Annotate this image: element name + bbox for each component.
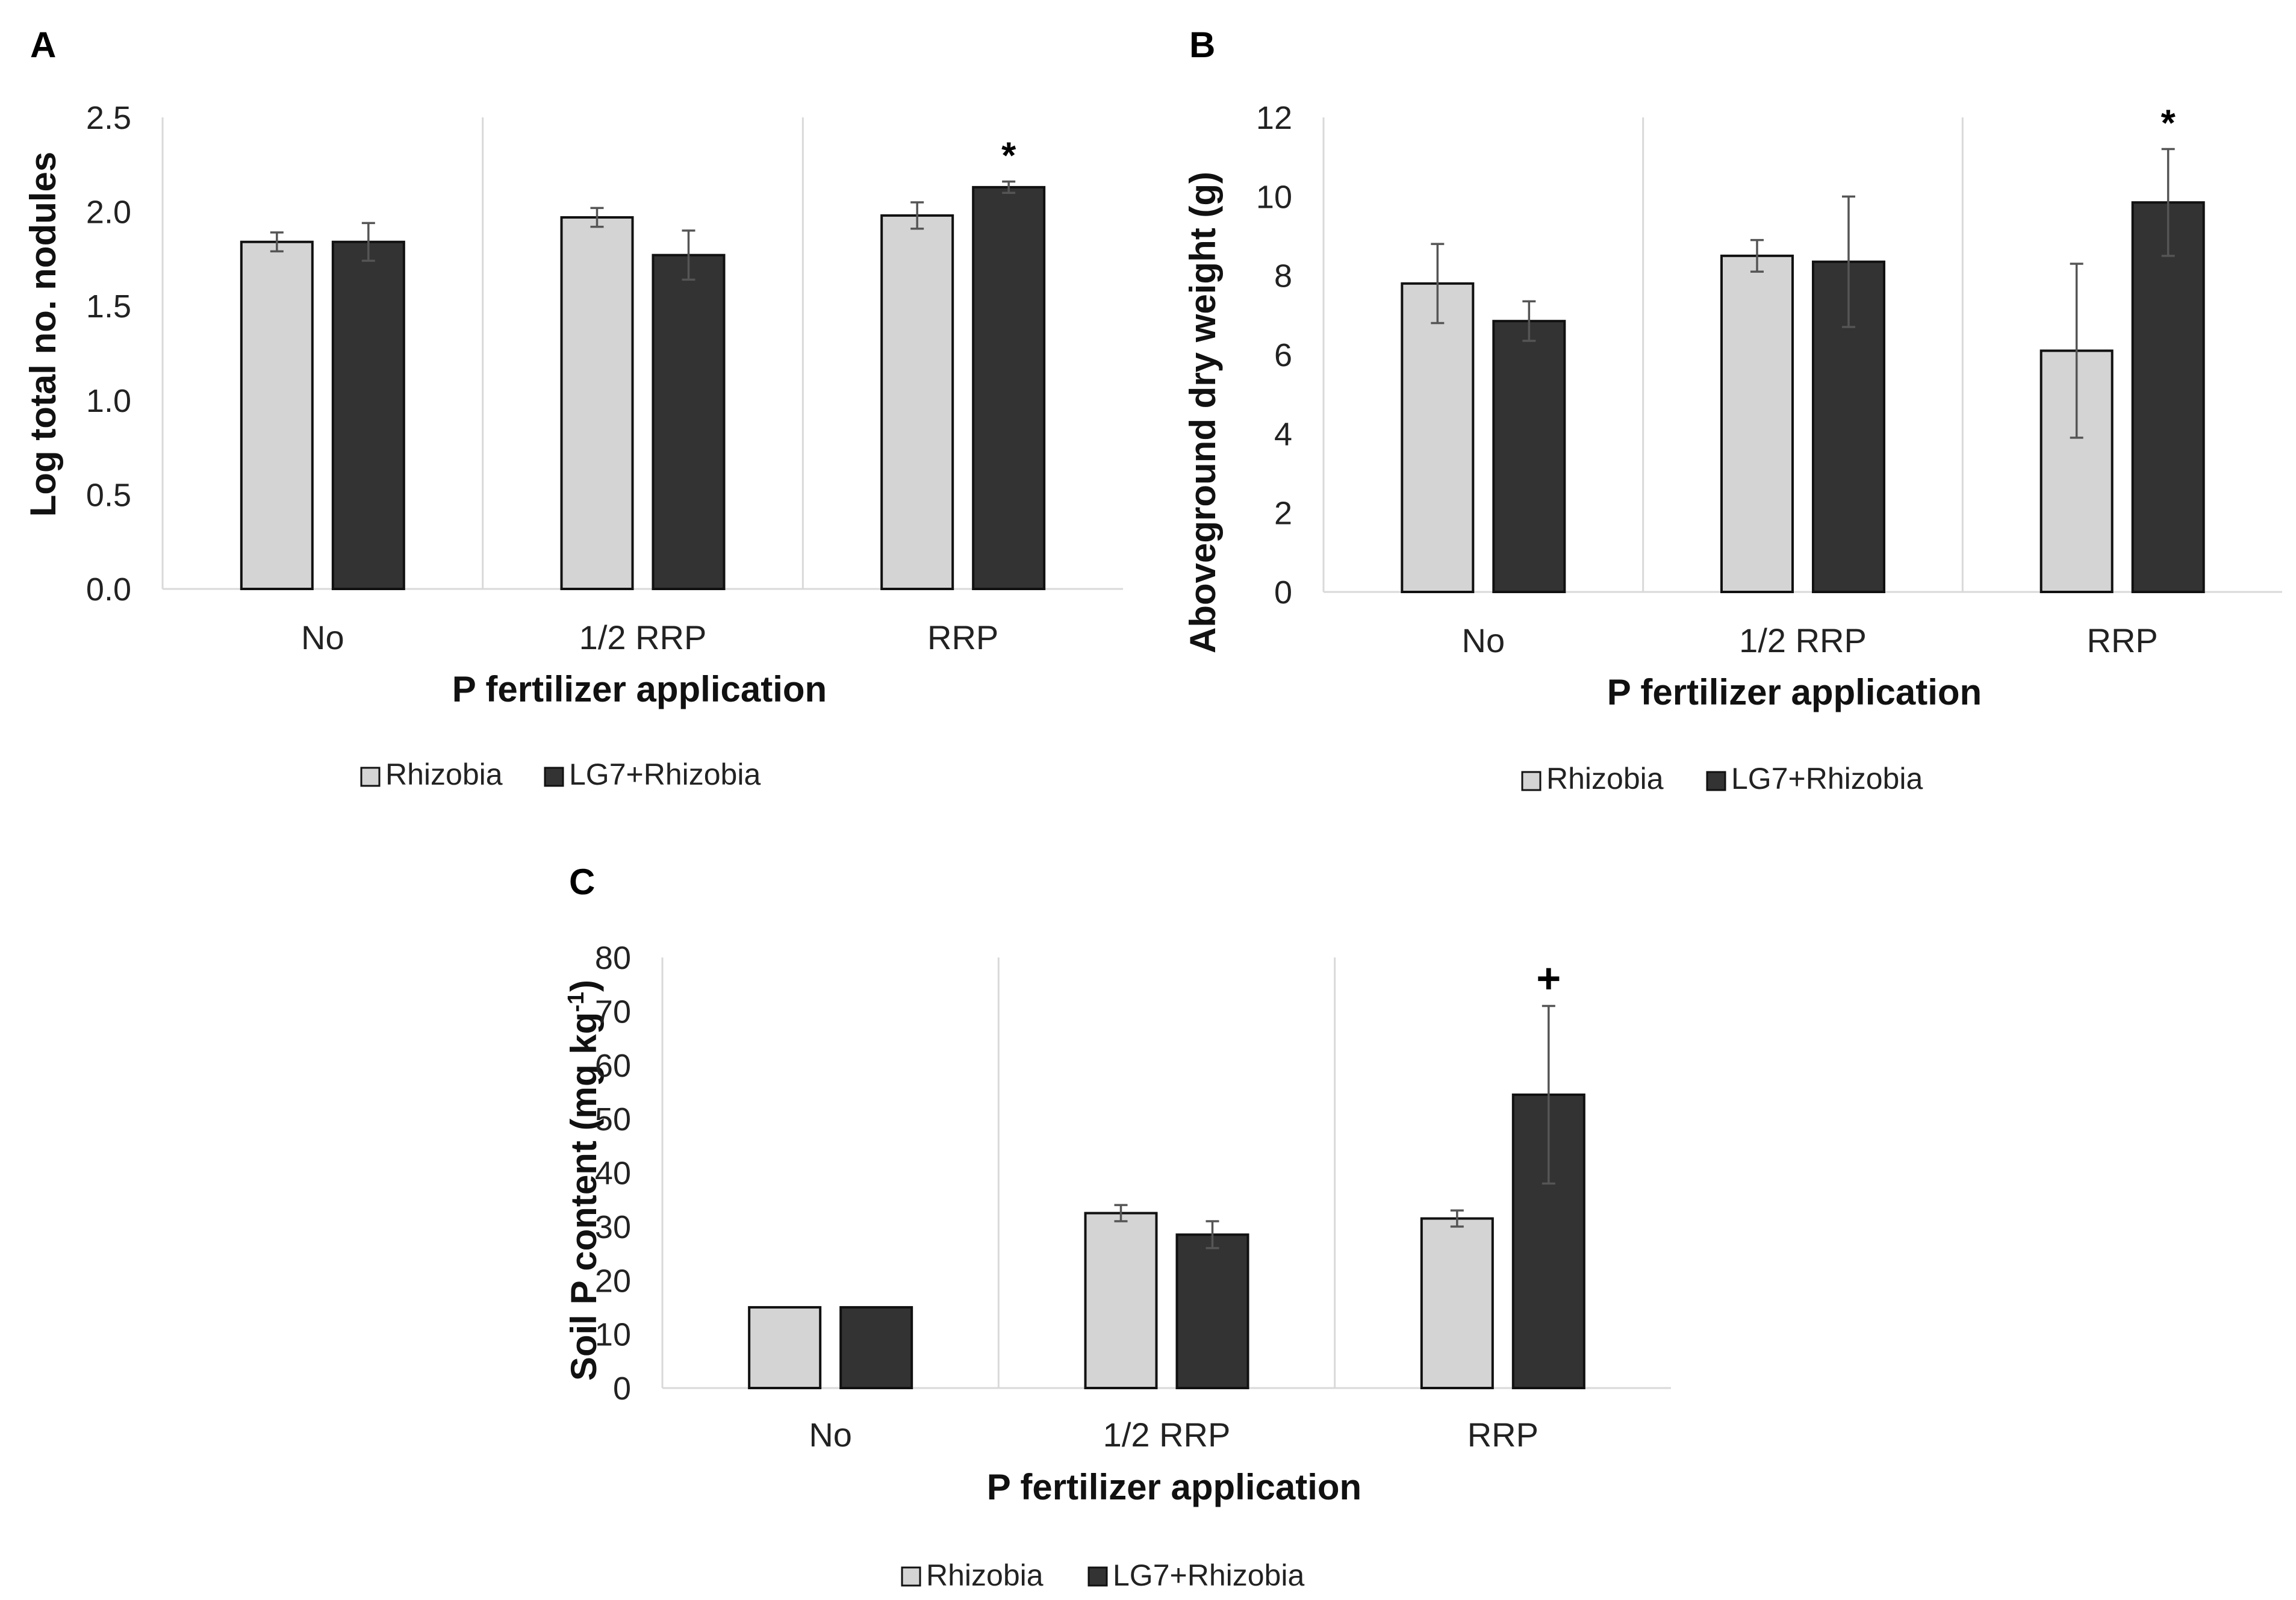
panel-c-legend-swatch-rhizobia xyxy=(901,1566,921,1587)
panel-a-category-label-rrp: RRP xyxy=(927,618,998,656)
panel-b-significance-marker: * xyxy=(2161,103,2176,145)
panel-a-legend-label-lg7: LG7+Rhizobia xyxy=(569,758,761,791)
panel-a-bar-rhizobia-rrp xyxy=(880,214,954,590)
panel-c-category-label-rrp: RRP xyxy=(1467,1416,1538,1454)
panel-b-bar-rhizobia-no xyxy=(1401,282,1475,593)
panel-a-legend-swatch-lg7 xyxy=(544,767,564,787)
panel-b-y-tick-label: 2 xyxy=(1274,496,1292,532)
panel-c-y-tick-label: 10 xyxy=(595,1317,631,1353)
panel-c-bar-rhizobia-no xyxy=(748,1306,822,1389)
panel-a-bar-rhizobia-no xyxy=(240,240,314,591)
panel-a-bar-rhizobia-1-2-rrp xyxy=(560,216,634,591)
panel-b-y-axis-title: Aboveground dry weight (g) xyxy=(1183,172,1223,653)
panel-c-bar-rhizobia-1-2-rrp xyxy=(1084,1212,1158,1389)
panel-c-y-tick-label: 20 xyxy=(595,1263,631,1299)
panel-a-bar-lg7-rhizobia-1-2-rrp xyxy=(652,254,726,590)
panel-a-x-axis-title: P fertilizer application xyxy=(452,669,827,709)
panel-c-y-tick-label: 50 xyxy=(595,1101,631,1138)
panel-a-y-axis-title: Log total no. nodules xyxy=(23,152,63,517)
panel-c-legend: Rhizobia LG7+Rhizobia xyxy=(901,1558,1304,1592)
panel-c-y-tick-label: 80 xyxy=(595,940,631,976)
panel-b-category-label-no: No xyxy=(1462,621,1505,659)
panel-c-significance-marker: + xyxy=(1536,954,1561,1001)
panel-b-legend-label-lg7: LG7+Rhizobia xyxy=(1731,762,1923,795)
panel-b-y-tick-label: 4 xyxy=(1274,416,1292,452)
panel-b-y-tick-label: 8 xyxy=(1274,258,1292,294)
panel-c-x-axis-title: P fertilizer application xyxy=(987,1467,1361,1507)
panel-b-legend-swatch-rhizobia xyxy=(1521,771,1542,791)
panel-c-y-tick-label: 0 xyxy=(613,1371,631,1407)
panel-a-bar-lg7-rhizobia-rrp xyxy=(972,185,1046,591)
panel-c-bar-lg7-rhizobia-1-2-rrp xyxy=(1175,1233,1249,1389)
panel-c-y-tick-label: 30 xyxy=(595,1209,631,1245)
panel-b-bar-lg7-rhizobia-no xyxy=(1492,320,1566,594)
panel-b-y-tick-label: 10 xyxy=(1256,179,1292,215)
panel-b-category-label-rrp: RRP xyxy=(2087,621,2158,659)
panel-c-y-axis-title-close: ) xyxy=(564,980,604,992)
panel-b-legend-swatch-lg7 xyxy=(1706,771,1726,791)
panel-c-plot-area: 0 10 20 30 40 50 60 70 80 No 1/2 RRP RRP + xyxy=(595,940,1671,1454)
panel-c-category-label-no: No xyxy=(809,1416,852,1454)
panel-b-y-tick-label: 0 xyxy=(1274,574,1292,611)
panel-c-y-axis-title-sup: -1 xyxy=(564,992,589,1012)
panel-b: B Aboveground dry weight (g) P fertilize… xyxy=(1183,25,2282,795)
panel-a-category-label-1-2-rrp: 1/2 RRP xyxy=(579,618,707,656)
panel-b-legend-label-rhizobia: Rhizobia xyxy=(1546,762,1664,795)
panel-a-legend-swatch-rhizobia xyxy=(360,767,381,787)
panel-c-bar-lg7-rhizobia-no xyxy=(839,1306,913,1389)
panel-a-category-label-no: No xyxy=(301,618,344,656)
panel-b-bar-lg7-rhizobia-rrp xyxy=(2131,201,2205,593)
panel-c: C Soil P content (mg kg-1) P fertilizer … xyxy=(564,862,1671,1592)
panel-a-y-tick-label: 2.0 xyxy=(86,195,131,231)
panel-a-bar-lg7-rhizobia-no xyxy=(331,240,405,591)
panel-c-category-label-1-2-rrp: 1/2 RRP xyxy=(1103,1416,1231,1454)
panel-c-legend-swatch-lg7 xyxy=(1087,1566,1108,1587)
panel-a-letter: A xyxy=(30,25,56,65)
panel-a-legend: Rhizobia LG7+Rhizobia xyxy=(360,758,761,791)
panel-a-plot-area: 0.0 0.5 1.0 1.5 2.0 2.5 No 1/2 RRP RRP * xyxy=(86,100,1123,656)
panel-c-bar-rhizobia-rrp xyxy=(1420,1217,1494,1389)
panel-a-legend-label-rhizobia: Rhizobia xyxy=(385,758,503,791)
panel-c-letter: C xyxy=(569,862,595,902)
panel-c-y-tick-label: 60 xyxy=(595,1048,631,1084)
panel-b-bar-rhizobia-1-2-rrp xyxy=(1720,254,1794,594)
panel-b-x-axis-title: P fertilizer application xyxy=(1607,672,1982,712)
panel-a-y-tick-label: 2.5 xyxy=(86,100,131,136)
panel-b-letter: B xyxy=(1189,25,1215,65)
panel-a-y-tick-label: 1.0 xyxy=(86,383,131,419)
panel-b-plot-area: 0 2 4 6 8 10 12 No 1/2 RRP RRP * xyxy=(1256,100,2282,659)
panel-a-y-tick-label: 0.0 xyxy=(86,571,131,608)
panel-c-legend-label-lg7: LG7+Rhizobia xyxy=(1113,1558,1304,1592)
panel-b-legend: Rhizobia LG7+Rhizobia xyxy=(1521,762,1923,795)
panel-a-significance-marker: * xyxy=(1001,135,1016,176)
panel-c-y-tick-label: 40 xyxy=(595,1156,631,1192)
panel-c-y-tick-label: 70 xyxy=(595,994,631,1030)
panel-c-y-axis-title-main: Soil P content (mg kg xyxy=(564,1012,604,1381)
panel-c-legend-label-rhizobia: Rhizobia xyxy=(926,1558,1044,1592)
panel-a-y-tick-label: 0.5 xyxy=(86,477,131,513)
panel-b-category-label-1-2-rrp: 1/2 RRP xyxy=(1739,621,1867,659)
panel-a: A Log total no. nodules P fertilizer app… xyxy=(23,25,1123,791)
panel-b-y-tick-label: 12 xyxy=(1256,100,1292,136)
panel-b-y-tick-label: 6 xyxy=(1274,337,1292,373)
panel-c-y-axis-title: Soil P content (mg kg-1) xyxy=(564,980,604,1381)
panel-a-y-tick-label: 1.5 xyxy=(86,288,131,325)
